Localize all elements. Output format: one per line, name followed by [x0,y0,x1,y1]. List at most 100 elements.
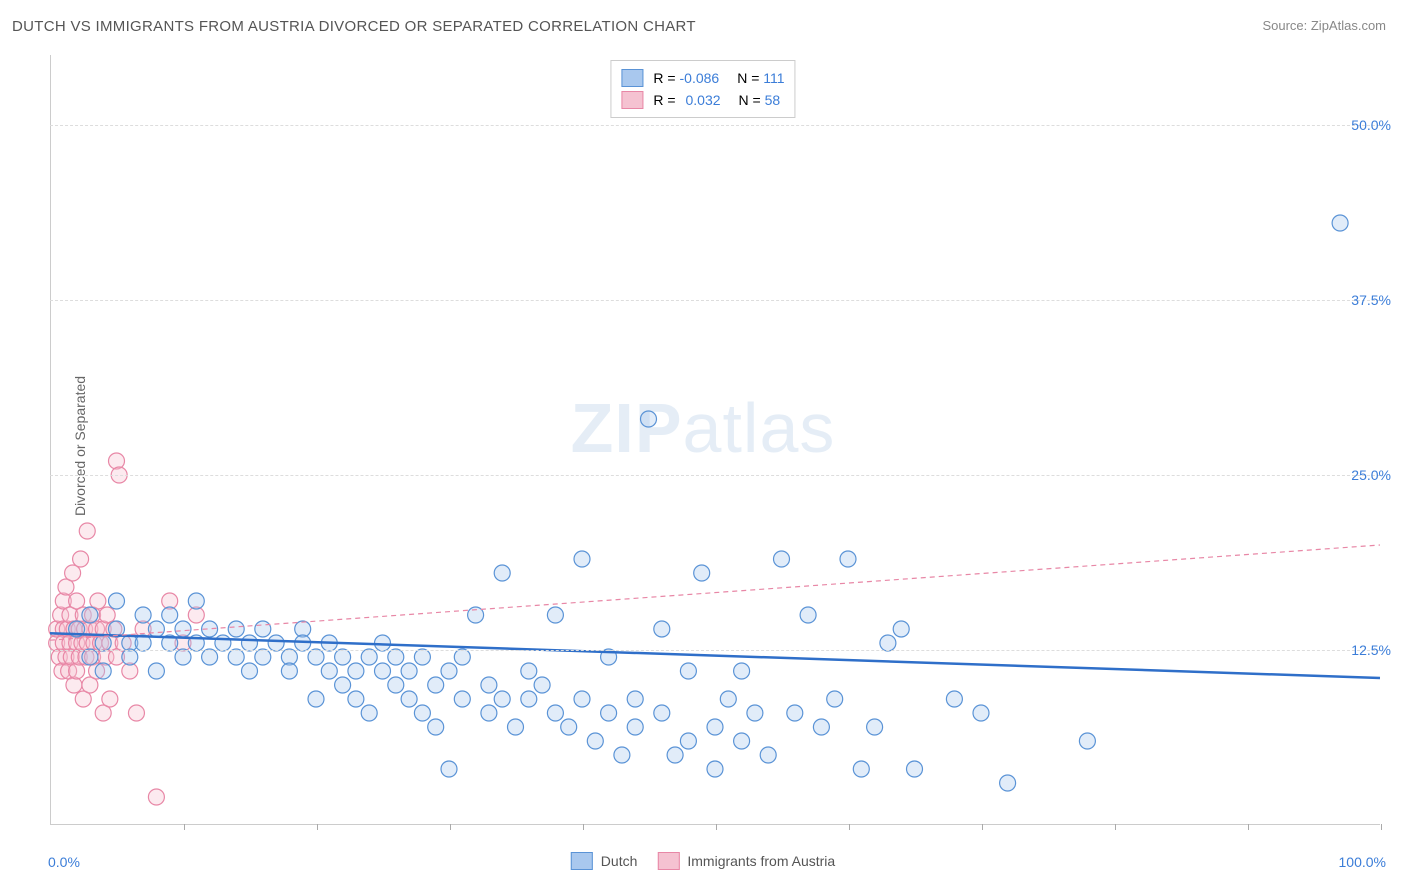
data-point [707,761,723,777]
n-value-austria: 58 [765,92,781,108]
gridline [50,475,1380,476]
data-point [494,565,510,581]
data-point [414,705,430,721]
data-point [95,635,111,651]
series-legend: Dutch Immigrants from Austria [571,852,835,870]
data-point [348,663,364,679]
data-point [827,691,843,707]
data-point [521,691,537,707]
legend-label-austria: Immigrants from Austria [687,853,835,869]
gridline [50,125,1380,126]
data-point [82,607,98,623]
data-point [867,719,883,735]
data-point [1332,215,1348,231]
data-point [601,705,617,721]
data-point [734,663,750,679]
data-point [401,663,417,679]
data-point [880,635,896,651]
data-point [375,663,391,679]
data-point [79,523,95,539]
data-point [109,453,125,469]
data-point [694,565,710,581]
data-point [175,621,191,637]
data-point [268,635,284,651]
data-point [242,663,258,679]
data-point [853,761,869,777]
legend-label-dutch: Dutch [601,853,638,869]
data-point [1079,733,1095,749]
data-point [454,691,470,707]
data-point [162,607,178,623]
swatch-austria [621,91,643,109]
data-point [188,593,204,609]
data-point [654,621,670,637]
data-point [255,649,271,665]
data-point [893,621,909,637]
data-point [401,691,417,707]
data-point [148,789,164,805]
gridline [50,300,1380,301]
data-point [494,691,510,707]
chart-title: DUTCH VS IMMIGRANTS FROM AUSTRIA DIVORCE… [12,18,696,35]
data-point [707,719,723,735]
data-point [73,551,89,567]
data-point [587,733,603,749]
data-point [441,761,457,777]
data-point [242,635,258,651]
r-value-dutch: -0.086 [680,70,720,86]
data-point [428,677,444,693]
data-point [813,719,829,735]
x-axis-min: 0.0% [48,854,80,870]
data-point [454,649,470,665]
data-point [69,663,85,679]
regression-line [50,545,1380,640]
data-point [680,733,696,749]
data-point [946,691,962,707]
data-point [90,593,106,609]
data-point [202,649,218,665]
data-point [361,649,377,665]
y-tick-label: 50.0% [1351,117,1391,133]
data-point [973,705,989,721]
data-point [508,719,524,735]
data-point [574,691,590,707]
data-point [148,663,164,679]
data-point [1000,775,1016,791]
data-point [561,719,577,735]
data-point [774,551,790,567]
data-point [148,621,164,637]
data-point [228,649,244,665]
correlation-legend: R = -0.086 N = 111 R = 0.032 N = 58 [610,60,795,118]
data-point [175,649,191,665]
data-point [348,691,364,707]
data-point [667,747,683,763]
data-point [128,705,144,721]
data-point [388,649,404,665]
gridline [50,650,1380,651]
data-point [255,621,271,637]
data-point [122,649,138,665]
data-point [547,607,563,623]
scatter-chart [50,55,1380,825]
n-value-dutch: 111 [763,70,784,86]
data-point [760,747,776,763]
y-tick-label: 25.0% [1351,467,1391,483]
data-point [109,593,125,609]
data-point [840,551,856,567]
data-point [228,621,244,637]
data-point [641,411,657,427]
data-point [720,691,736,707]
data-point [135,607,151,623]
data-point [95,663,111,679]
data-point [308,691,324,707]
y-tick-label: 12.5% [1351,642,1391,658]
data-point [907,761,923,777]
data-point [66,677,82,693]
data-point [65,565,81,581]
data-point [547,705,563,721]
data-point [534,677,550,693]
data-point [481,705,497,721]
swatch-dutch [621,69,643,87]
x-axis-max: 100.0% [1339,854,1386,870]
data-point [428,719,444,735]
